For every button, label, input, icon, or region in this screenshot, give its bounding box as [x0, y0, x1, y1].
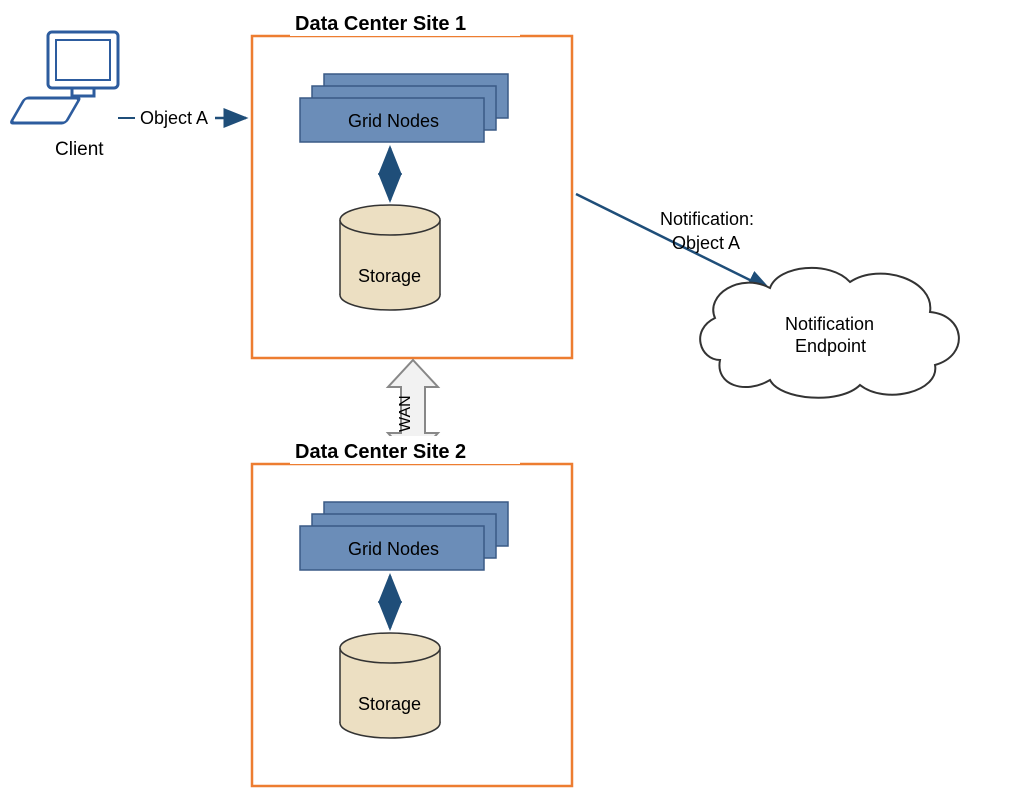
site1-grid-nodes-label: Grid Nodes — [348, 111, 439, 131]
site1-storage-label: Storage — [358, 266, 421, 286]
site2-grid-nodes-label: Grid Nodes — [348, 539, 439, 559]
diagram-canvas: Client Object A Data Center Site 1 Grid … — [0, 0, 1013, 811]
site1-storage — [340, 205, 440, 310]
site2-title: Data Center Site 2 — [295, 441, 466, 463]
cloud-label-2: Endpoint — [795, 336, 866, 356]
wan-label: WAN — [397, 395, 414, 432]
site1-title: Data Center Site 1 — [295, 13, 466, 35]
notification-label-1: Notification: — [660, 209, 754, 229]
object-arrow-label: Object A — [140, 108, 208, 128]
site1-grid-nodes — [300, 74, 508, 142]
site2-grid-nodes — [300, 502, 508, 570]
client-icon — [11, 32, 118, 123]
notification-label-2: Object A — [672, 233, 740, 253]
cloud-label-1: Notification — [785, 314, 874, 334]
site2-storage — [340, 633, 440, 738]
client-label: Client — [55, 139, 104, 160]
site2-storage-label: Storage — [358, 694, 421, 714]
